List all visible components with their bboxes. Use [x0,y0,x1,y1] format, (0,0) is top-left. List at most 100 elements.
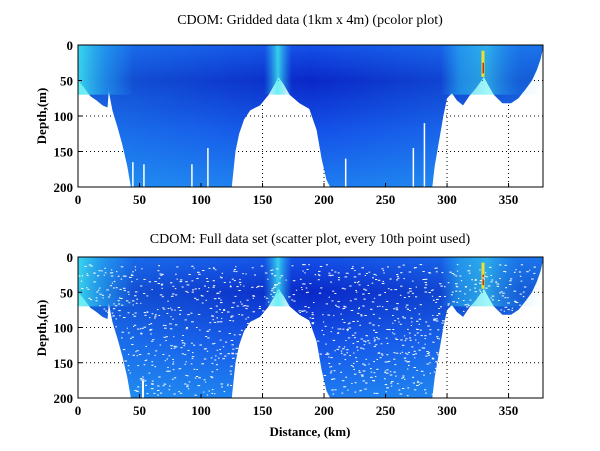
scatter-gap [332,378,336,380]
scatter-gap [104,272,107,274]
scatter-gap [389,371,392,373]
scatter-gap [411,321,413,323]
scatter-gap [373,372,376,374]
scatter-gap [358,308,360,310]
scatter-gap [256,286,258,288]
scatter-gap [311,322,315,324]
scatter-gap [216,321,220,323]
scatter-gap [398,389,401,391]
scatter-gap [354,298,357,300]
scatter-gap [262,310,265,312]
scatter-gap [131,336,134,338]
scatter-gap [207,337,210,339]
scatter-gap [474,283,477,285]
scatter-gap [405,304,409,306]
scatter-gap [151,289,153,291]
scatter-gap [140,332,143,334]
scatter-gap [134,291,138,293]
scatter-gap [159,392,163,394]
scatter-gap [185,374,188,376]
scatter-gap [364,364,367,366]
scatter-gap [264,296,266,298]
scatter-gap [170,345,173,347]
scatter-gap [412,354,415,356]
scatter-gap [346,349,349,351]
scatter-gap [407,292,410,294]
scatter-gap [191,265,193,267]
scatter-gap [358,307,360,309]
scatter-gap [352,366,355,368]
scatter-gap [390,289,393,291]
scatter-gap [234,295,237,297]
data-gap [423,123,426,187]
scatter-gap [490,297,492,299]
scatter-gap [354,281,357,283]
scatter-gap [215,355,217,357]
scatter-gap [398,321,400,323]
scatter-gap [418,323,420,325]
scatter-gap [118,310,121,312]
scatter-gap [157,309,159,311]
scatter-gap [429,329,432,331]
scatter-gap [268,301,270,303]
scatter-gap [233,270,236,272]
scatter-gap [231,278,234,280]
scatter-gap [222,309,226,311]
scatter-gap [229,370,232,372]
scatter-gap [240,329,243,331]
scatter-gap [452,301,455,303]
scatter-gap [354,332,357,334]
scatter-gap [137,365,140,367]
scatter-gap [161,273,164,275]
scatter-gap [381,353,383,355]
x-tick-label: 300 [437,403,457,418]
scatter-gap [181,286,184,288]
scatter-gap [131,344,134,345]
scatter-gap [118,303,121,305]
scatter-gap [206,290,209,292]
scatter-gap [307,307,310,308]
scatter-gap [109,272,113,274]
scatter-gap [184,363,186,365]
scatter-gap [412,382,416,384]
scatter-gap [464,293,466,295]
scatter-gap [213,285,216,287]
scatter-gap [202,270,205,271]
scatter-gap [185,361,187,363]
scatter-gap [211,362,214,364]
scatter-gap [337,306,340,308]
scatter-gap [232,357,235,359]
scatter-gap [433,318,436,320]
scatter-gap [173,336,175,338]
scatter-gap [299,278,302,280]
scatter-gap [491,295,495,297]
x-tick-label: 50 [133,403,146,418]
scatter-gap [334,271,337,273]
scatter-gap [280,275,284,277]
scatter-gap [303,283,306,285]
scatter-gap [514,300,517,302]
x-tick-label: 150 [253,403,273,418]
scatter-gap [428,292,431,294]
scatter-gap [456,286,459,288]
scatter-gap [285,279,287,281]
scatter-gap [111,269,113,271]
scatter-gap [358,273,361,275]
scatter-gap [113,303,115,305]
scatter-gap [381,283,385,284]
scatter-gap [357,349,359,351]
scatter-gap [132,304,134,306]
scatter-gap [210,357,213,359]
scatter-gap [205,336,208,337]
scatter-gap [184,319,187,321]
scatter-gap [122,275,126,277]
scatter-gap [343,386,346,388]
scatter-gap [168,355,171,357]
scatter-gap [377,325,380,327]
scatter-gap [436,298,439,300]
scatter-gap [455,283,458,285]
x-tick-label: 50 [133,192,146,207]
scatter-gap [270,293,272,295]
scatter-gap [102,297,104,299]
scatter-gap [393,308,396,310]
